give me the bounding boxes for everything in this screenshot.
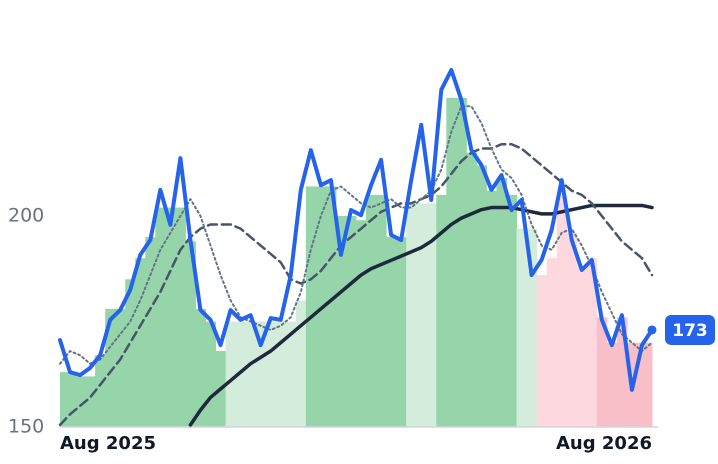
regime-column [496,178,508,427]
regime-column [85,376,96,427]
regime-column [115,308,126,427]
y-tick-label: 200 [8,205,44,227]
regime-column [416,203,427,427]
regime-column [436,194,447,427]
series-line [59,105,653,365]
regime-column [606,342,618,427]
x-tick-label: Aug 2026 [556,433,652,454]
y-tick-label: 150 [8,416,44,438]
x-tick-label: Aug 2025 [60,433,156,454]
regime-column [235,321,247,427]
regime-column [255,321,267,427]
regime-column [526,228,538,427]
regime-column [60,372,66,427]
regime-column [466,152,477,427]
regime-column [325,186,337,427]
regime-column [275,321,287,427]
regime-column [386,237,397,427]
regime-column [366,194,377,427]
regime-column [265,321,277,427]
regime-column [165,207,176,427]
regime-column [406,203,417,427]
series-line [58,67,654,392]
regime-column [335,216,347,427]
regime-column [185,241,196,427]
regime-column [175,207,186,427]
regime-column [95,355,106,427]
regime-column [646,342,653,427]
regime-column [546,258,558,427]
regime-column [556,194,568,427]
regime-column [105,308,116,427]
regime-column [486,190,497,427]
regime-column [285,321,297,427]
regime-column [566,232,578,427]
regime-column [636,342,648,427]
series-line [188,203,654,427]
regime-column [456,97,467,427]
regime-column [75,376,86,427]
regime-column [245,321,257,427]
regime-column [356,220,367,427]
regime-column [376,194,387,427]
regime-column [155,207,166,427]
regime-column [345,216,357,427]
regime-column [396,237,407,427]
regime-column [305,186,317,427]
regime-column [576,266,588,427]
regime-column [426,203,437,427]
regime-column [225,321,237,427]
regime-column [135,258,146,427]
last-point [647,325,657,335]
value-badge [665,314,715,345]
regime-column [506,194,518,427]
regime-column [536,275,548,427]
regime-column [596,317,608,427]
regime-column [295,300,307,427]
regime-column [446,97,457,427]
regime-column [205,321,217,427]
regime-column [125,279,136,427]
value-label: 173 [672,321,708,341]
regime-column [516,228,528,427]
regime-column [476,165,487,428]
regime-column [65,372,76,427]
regime-column [616,317,628,427]
regime-column [586,258,598,427]
regime-column [195,308,206,427]
regime-column [145,237,156,427]
